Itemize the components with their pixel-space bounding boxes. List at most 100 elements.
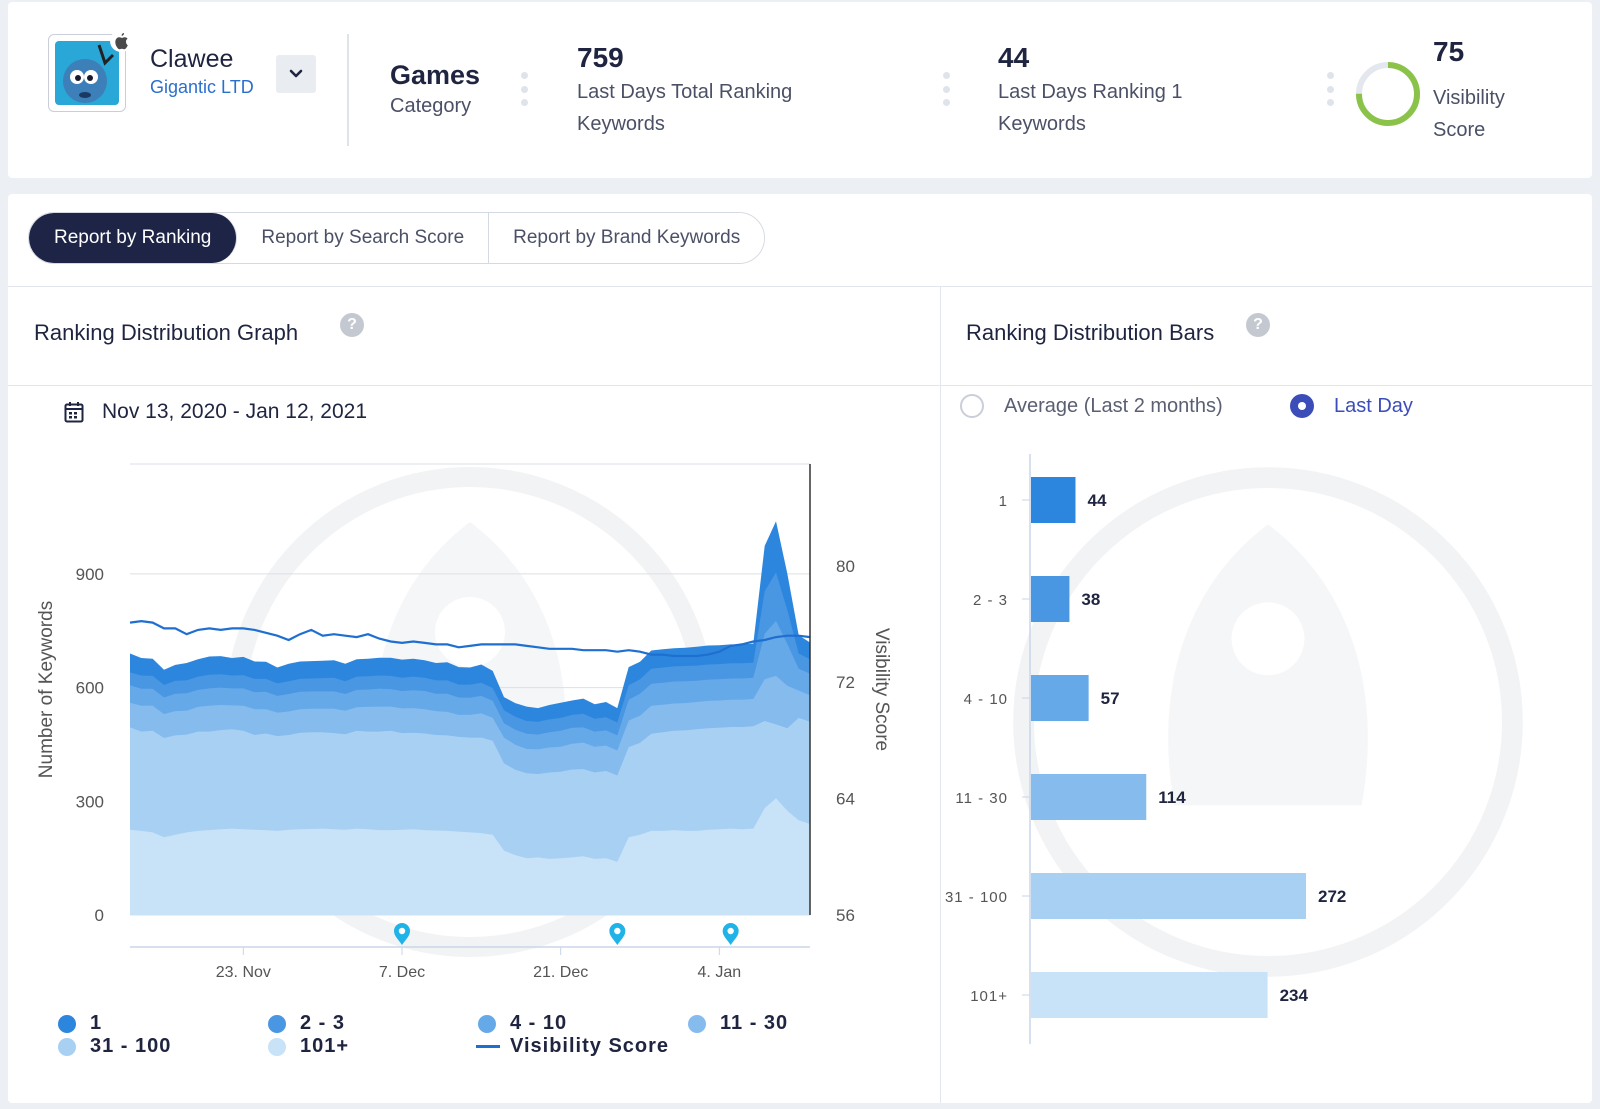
report-tabs: Report by Ranking Report by Search Score… xyxy=(28,212,766,264)
legend-swatch xyxy=(58,1014,76,1033)
header-divider xyxy=(347,34,349,146)
total-ranking-keywords-value: 759 xyxy=(577,42,624,73)
app-icon-wrap[interactable] xyxy=(48,30,132,114)
date-range-text: Nov 13, 2020 - Jan 12, 2021 xyxy=(102,400,368,423)
y-tick-label: 900 xyxy=(76,565,104,584)
category-value: Games xyxy=(390,60,481,90)
y2-tick-label: 64 xyxy=(836,790,855,809)
bar-value-label: 44 xyxy=(1087,491,1106,510)
event-marker-icon[interactable] xyxy=(722,923,739,945)
bar-value-label: 38 xyxy=(1081,590,1100,609)
y2-tick-label: 72 xyxy=(836,673,855,692)
watermark-logo-icon xyxy=(1013,467,1523,977)
bar-category-label: 2 - 3 xyxy=(973,592,1008,609)
calendar-icon xyxy=(64,402,84,423)
bars-panel-title: Ranking Distribution Bars xyxy=(966,320,1215,345)
graph-panel-title: Ranking Distribution Graph xyxy=(34,320,299,345)
legend-swatch xyxy=(688,1014,706,1033)
bar[interactable] xyxy=(1031,576,1070,622)
legend-item-11-30[interactable]: 11 - 30 xyxy=(688,1012,788,1035)
y2-axis-title: Visibility Score xyxy=(871,628,892,751)
ranking-distribution-graph: 0 300 600 900 56 64 72 80 23. Nov 7. Dec 21. Dec 4.… xyxy=(36,463,892,981)
y-tick-label: 300 xyxy=(76,792,104,811)
x-tick-label: 21. Dec xyxy=(533,964,588,981)
bar-value-label: 57 xyxy=(1101,689,1120,708)
app-summary-card: Clawee Gigantic LTD Games Category 759 L… xyxy=(8,2,1592,178)
event-marker-icon[interactable] xyxy=(394,923,410,945)
x-tick-label: 23. Nov xyxy=(216,964,271,981)
legend-swatch xyxy=(478,1014,496,1033)
tab-report-by-brand-keywords[interactable]: Report by Brand Keywords xyxy=(489,213,765,263)
panel-header-divider xyxy=(8,385,1592,386)
legend-item-1[interactable]: 1 xyxy=(58,1012,102,1035)
legend-label: 101+ xyxy=(300,1035,350,1057)
ranking-distribution-bars: 1 2 - 3 4 - 10 11 - 30 31 - 100 101+ 44 38 57 11… xyxy=(945,454,1346,1044)
legend-item-31-100[interactable]: 31 - 100 xyxy=(58,1035,171,1058)
y-tick-label: 0 xyxy=(95,906,104,925)
report-card: Report by Ranking Report by Search Score… xyxy=(8,194,1592,1103)
legend-item-visibility[interactable]: Visibility Score xyxy=(476,1035,669,1058)
bar-category-label: 1 xyxy=(999,493,1008,510)
tab-report-by-ranking[interactable]: Report by Ranking xyxy=(29,213,238,263)
radio-last-day-indicator[interactable] xyxy=(1290,394,1314,418)
help-icon[interactable]: ? xyxy=(340,313,364,337)
app-name: Clawee xyxy=(150,45,234,73)
radio-last-day-label: Last Day xyxy=(1334,394,1413,417)
bar-category-label: 31 - 100 xyxy=(945,889,1008,906)
legend-label: 2 - 3 xyxy=(300,1012,346,1034)
area-series-101+ xyxy=(130,798,810,915)
drag-handle-icon[interactable] xyxy=(520,72,528,106)
panel-divider xyxy=(940,286,941,1103)
legend-swatch xyxy=(268,1014,286,1033)
ranking-1-keywords-label: Last Days Ranking 1 Keywords xyxy=(998,81,1183,135)
bar-category-label: 4 - 10 xyxy=(964,691,1008,708)
visibility-score-line xyxy=(129,619,811,658)
bar-category-label: 101+ xyxy=(970,988,1008,1005)
tab-report-by-search-score[interactable]: Report by Search Score xyxy=(237,213,490,263)
app-dropdown-button[interactable] xyxy=(276,55,316,93)
y-tick-label: 600 xyxy=(76,679,104,698)
legend-item-2-3[interactable]: 2 - 3 xyxy=(268,1012,345,1035)
legend-swatch xyxy=(268,1037,286,1056)
bar-category-label: 11 - 30 xyxy=(955,790,1008,807)
total-ranking-keywords-label: Last Days Total Ranking Keywords xyxy=(577,81,793,135)
help-icon[interactable]: ? xyxy=(1246,313,1270,337)
tabs-divider xyxy=(8,286,1592,287)
bar-value-label: 234 xyxy=(1280,986,1309,1005)
y-axis-title: Number of Keywords xyxy=(36,601,57,778)
bar[interactable] xyxy=(1031,477,1076,523)
graph-legend: 1 2 - 3 4 - 10 11 - 30 31 - 100 101+ Vis… xyxy=(58,1012,858,1062)
legend-label: Visibility Score xyxy=(510,1035,670,1057)
apple-icon xyxy=(110,30,132,52)
developer-link[interactable]: Gigantic LTD xyxy=(150,77,254,97)
date-range-picker[interactable]: Nov 13, 2020 - Jan 12, 2021 xyxy=(64,400,367,424)
bar[interactable] xyxy=(1031,972,1268,1018)
visibility-score-label: Visibility Score xyxy=(1433,87,1505,141)
category-label: Category xyxy=(390,95,472,117)
y2-tick-label: 56 xyxy=(836,906,855,925)
bar-value-label: 272 xyxy=(1318,887,1346,906)
drag-handle-icon[interactable] xyxy=(1326,72,1334,106)
radio-average-indicator[interactable] xyxy=(960,394,984,418)
visibility-score-value: 75 xyxy=(1433,36,1465,67)
event-marker-icon[interactable] xyxy=(609,923,626,945)
bar-value-label: 114 xyxy=(1158,788,1186,807)
radio-average-label: Average (Last 2 months) xyxy=(1004,394,1223,417)
radio-last-day[interactable]: Last Day xyxy=(1290,394,1413,418)
legend-label: 11 - 30 xyxy=(720,1012,789,1034)
y2-tick-label: 80 xyxy=(836,557,855,576)
radio-average[interactable]: Average (Last 2 months) xyxy=(960,394,1223,418)
legend-label: 31 - 100 xyxy=(90,1035,172,1057)
bar[interactable] xyxy=(1031,873,1306,919)
drag-handle-icon[interactable] xyxy=(942,72,950,106)
bar[interactable] xyxy=(1031,675,1089,721)
legend-label: 1 xyxy=(90,1012,103,1034)
bar[interactable] xyxy=(1031,774,1147,820)
legend-item-4-10[interactable]: 4 - 10 xyxy=(478,1012,567,1035)
ranking-1-keywords-value: 44 xyxy=(998,42,1030,73)
legend-swatch xyxy=(58,1037,76,1056)
legend-swatch xyxy=(476,1045,500,1048)
x-tick-label: 4. Jan xyxy=(698,964,742,981)
legend-item-101-plus[interactable]: 101+ xyxy=(268,1035,349,1058)
app-artwork xyxy=(55,41,119,105)
